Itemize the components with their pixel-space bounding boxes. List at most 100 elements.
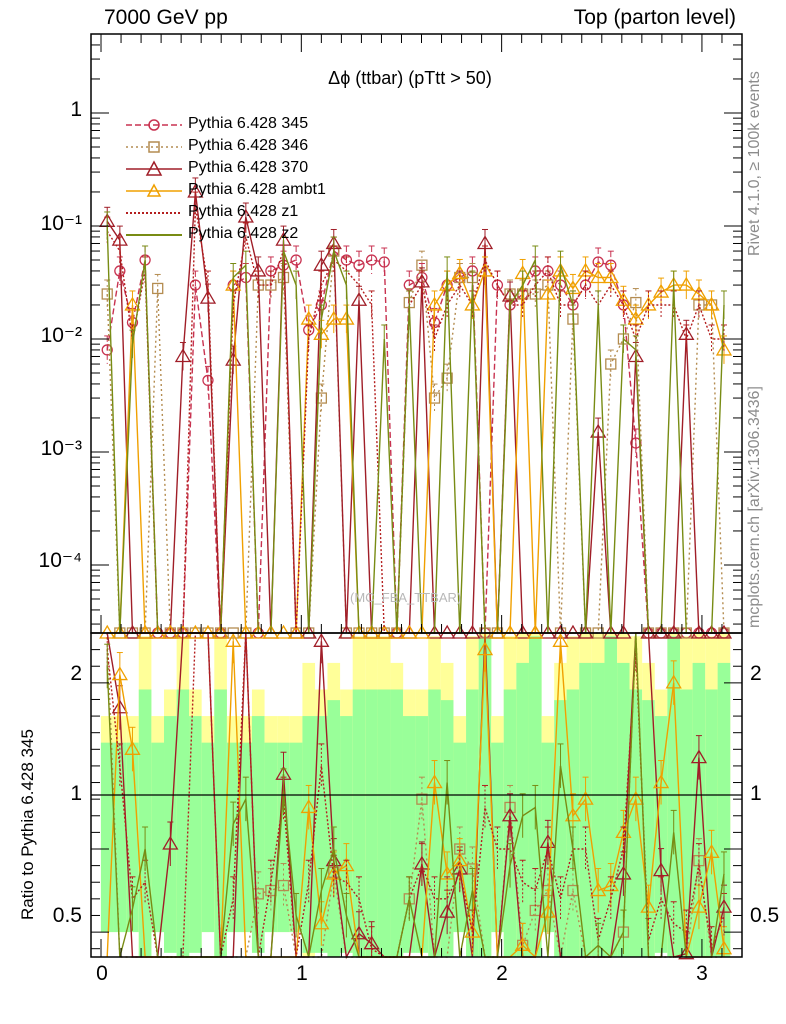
- ratio-frame: [90, 632, 743, 958]
- series-line: [106, 632, 725, 958]
- data-point: [114, 265, 126, 277]
- data-point: [275, 624, 292, 639]
- data-point: [514, 624, 531, 639]
- data-point: [615, 865, 632, 880]
- data-point: [652, 624, 670, 639]
- legend-label: Pythia 6.428 z1: [188, 203, 299, 220]
- data-point: [350, 291, 368, 306]
- data-point: [690, 898, 708, 913]
- data-point: [290, 254, 302, 266]
- data-point: [602, 624, 619, 639]
- data-point: [615, 624, 632, 639]
- data-point: [313, 326, 330, 340]
- ratio-band-green: [705, 689, 718, 957]
- data-point: [703, 624, 720, 639]
- data-point: [162, 624, 179, 639]
- legend-swatch-345: [126, 119, 182, 131]
- data-point: [338, 857, 355, 872]
- data-point: [426, 624, 443, 639]
- data-point: [426, 296, 443, 311]
- xtick-label: 2: [496, 962, 508, 985]
- axes: [90, 33, 743, 958]
- data-point: [527, 624, 544, 639]
- data-point: [428, 392, 441, 404]
- data-point: [325, 865, 342, 880]
- ratio-band-green: [717, 662, 731, 957]
- data-point: [199, 289, 217, 304]
- legend-label: Pythia 6.428 346: [188, 137, 309, 154]
- data-point: [189, 279, 202, 291]
- data-point: [111, 624, 128, 639]
- main-ytick-label: 10⁻¹: [40, 212, 82, 235]
- data-point: [101, 344, 113, 356]
- legend-swatch-ambt1: [126, 183, 182, 197]
- ratio-band-green: [377, 689, 391, 957]
- ratio-band-green: [176, 689, 190, 957]
- xtick-label: 0: [96, 962, 108, 985]
- data-point: [439, 624, 456, 639]
- data-point: [277, 879, 290, 892]
- data-point: [640, 296, 657, 311]
- data-point: [300, 799, 317, 814]
- data-point: [202, 374, 214, 387]
- data-point: [416, 793, 428, 805]
- data-point: [476, 235, 494, 250]
- data-point: [136, 624, 154, 639]
- data-point: [439, 865, 456, 880]
- ratio-band-green: [415, 716, 429, 953]
- data-point: [678, 945, 695, 960]
- ratio-panel-series: [104, 632, 733, 960]
- legend-label: Pythia 6.428 370: [188, 159, 309, 176]
- data-point: [212, 624, 229, 639]
- legend-label: Pythia 6.428 345: [188, 115, 309, 132]
- data-point: [476, 641, 494, 656]
- series-line: [106, 250, 725, 634]
- data-point: [715, 624, 733, 639]
- data-point: [451, 852, 468, 867]
- data-point: [413, 624, 431, 639]
- data-point: [605, 358, 617, 370]
- data-point: [627, 310, 644, 325]
- data-point: [237, 208, 254, 223]
- data-point: [388, 624, 406, 639]
- ratio-band-green: [478, 636, 492, 957]
- data-point: [464, 296, 481, 311]
- ratio-ytick-label-right: 0.5: [750, 904, 780, 927]
- data-point: [174, 348, 192, 363]
- data-point: [665, 674, 682, 689]
- data-point: [577, 790, 594, 805]
- data-point: [365, 254, 378, 266]
- data-point: [602, 269, 619, 284]
- ratio-band-green: [390, 689, 404, 957]
- data-point: [451, 265, 468, 280]
- data-point: [401, 624, 418, 639]
- legend-swatch-z2: [126, 234, 182, 236]
- data-point: [539, 285, 557, 300]
- series-line: [106, 205, 724, 634]
- ratio-ytick-label-right: 2: [750, 662, 762, 685]
- xtick-label: 3: [696, 962, 708, 985]
- data-point: [652, 862, 670, 877]
- main-ytick-label: 1: [70, 98, 82, 121]
- ratio-band-green: [201, 742, 215, 933]
- data-point: [338, 310, 355, 325]
- main-ytick-label: 10⁻³: [40, 437, 82, 460]
- data-point: [378, 256, 390, 268]
- main-ytick-label: 10⁻²: [40, 324, 82, 347]
- data-point: [262, 624, 280, 639]
- series-line: [106, 249, 724, 634]
- data-point: [325, 310, 342, 325]
- data-point: [464, 624, 481, 639]
- ratio-band-green: [251, 716, 265, 953]
- legend-swatch-346: [126, 141, 182, 153]
- data-point: [652, 283, 670, 298]
- ratio-band-green: [277, 742, 290, 933]
- data-point: [715, 341, 733, 356]
- data-point: [489, 624, 506, 639]
- plot-title: Δϕ (ttbar) (pTtt > 50): [328, 68, 492, 88]
- data-point: [124, 624, 141, 639]
- ratio-y-axis-label: Ratio to Pythia 6.428 345: [18, 729, 37, 920]
- data-point: [101, 288, 113, 300]
- data-point: [338, 624, 355, 639]
- data-point: [464, 923, 481, 938]
